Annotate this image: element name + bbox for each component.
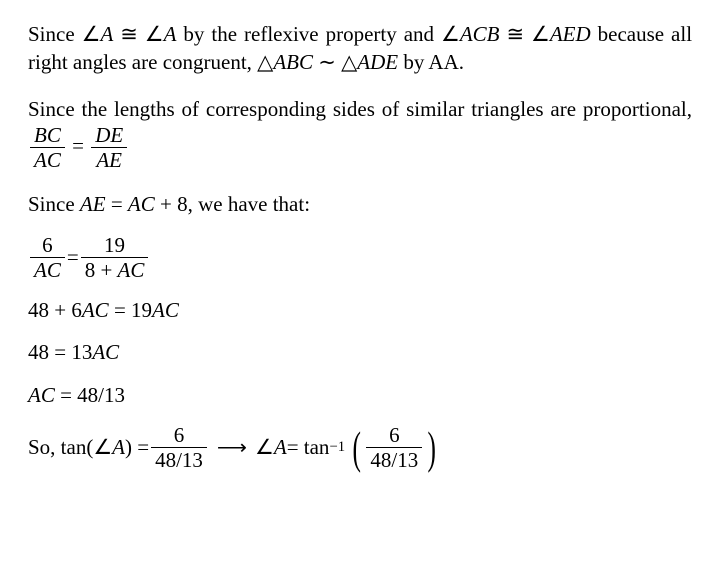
var: AE <box>80 192 106 216</box>
denom: AC <box>30 258 65 282</box>
var: ADE <box>357 50 398 74</box>
equation-3: 48 = 13AC <box>28 338 692 366</box>
equation-4: AC = 48/13 <box>28 381 692 409</box>
text: ∠ <box>255 433 274 461</box>
var: AC <box>28 383 55 407</box>
var: AC <box>82 298 109 322</box>
text: ≅ ∠ <box>113 22 163 46</box>
text: Since ∠ <box>28 22 100 46</box>
text: = tan <box>287 433 330 461</box>
text: = 19 <box>109 298 152 322</box>
text: by the reflexive property and ∠ <box>176 22 459 46</box>
var: AC <box>92 340 119 364</box>
fraction: 198 + AC <box>81 233 149 282</box>
paren-left: ( <box>353 427 361 468</box>
equation-5: So, tan(∠A) = 648/13 ⟶ ∠A = tan−1 ( 648/… <box>28 423 692 472</box>
text: by AA. <box>398 50 464 74</box>
text: = <box>106 192 128 216</box>
paren-right: ) <box>428 427 436 468</box>
paragraph-2: Since the lengths of corresponding sides… <box>28 95 692 173</box>
denom: 8 + AC <box>81 258 149 282</box>
var: A <box>164 22 177 46</box>
numer: 19 <box>81 233 149 258</box>
fraction: 648/13 <box>151 423 207 472</box>
denom: 48/13 <box>366 448 422 472</box>
denom: AC <box>30 148 65 172</box>
text: ∼ △ <box>313 50 357 74</box>
text: = <box>67 243 79 271</box>
text: Since the lengths of corresponding sides… <box>28 97 692 121</box>
var: A <box>274 433 287 461</box>
var: A <box>112 433 125 461</box>
equation-2: 48 + 6AC = 19AC <box>28 296 692 324</box>
fraction: 6AC <box>30 233 65 282</box>
var: ACB <box>460 22 500 46</box>
text: Since <box>28 192 80 216</box>
text: ≅ ∠ <box>499 22 549 46</box>
text: 8 + <box>85 258 118 282</box>
var: ABC <box>273 50 313 74</box>
arrow-icon: ⟶ <box>217 433 247 461</box>
var: AC <box>128 192 155 216</box>
paragraph-1: Since ∠A ≅ ∠A by the reflexive property … <box>28 20 692 77</box>
denom: 48/13 <box>151 448 207 472</box>
numer: 6 <box>366 423 422 448</box>
text: ) = <box>125 433 149 461</box>
var: A <box>100 22 113 46</box>
var: AC <box>118 258 145 282</box>
equation-1: 6AC = 198 + AC <box>28 233 692 282</box>
var: AC <box>152 298 179 322</box>
fraction: BCAC <box>30 123 65 172</box>
fraction: 648/13 <box>366 423 422 472</box>
text: = <box>67 133 89 157</box>
numer: DE <box>91 123 127 148</box>
text: = 48/13 <box>55 383 125 407</box>
numer: BC <box>30 123 65 148</box>
paragraph-3: Since AE = AC + 8, we have that: <box>28 190 692 218</box>
text: + 8, we have that: <box>155 192 310 216</box>
var: AED <box>550 22 591 46</box>
numer: 6 <box>30 233 65 258</box>
text: So, tan(∠ <box>28 433 112 461</box>
text: 48 + 6 <box>28 298 82 322</box>
superscript: −1 <box>329 438 345 458</box>
text: 48 = 13 <box>28 340 92 364</box>
numer: 6 <box>151 423 207 448</box>
denom: AE <box>91 148 127 172</box>
fraction: DEAE <box>91 123 127 172</box>
